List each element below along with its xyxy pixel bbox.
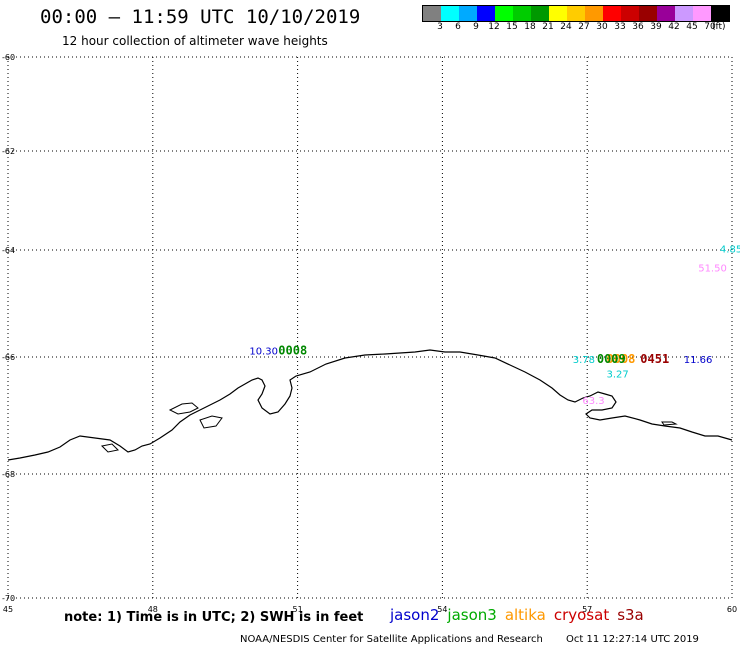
map-subtitle: 12 hour collection of altimeter wave hei… (62, 34, 328, 48)
wave-height-observation: 11.66 (684, 355, 713, 366)
color-swatch (621, 6, 639, 21)
color-scale-label: 39 (650, 22, 662, 32)
satellite-legend-cryosat: cryosat (553, 606, 610, 624)
color-swatch (459, 6, 477, 21)
longitude-tick-label: 60 (727, 605, 737, 614)
satellite-legend-s3a: s3a (617, 606, 644, 624)
latitude-tick-label: -62 (2, 147, 15, 156)
color-scale-bar (422, 5, 730, 22)
color-scale-label: 36 (632, 22, 644, 32)
color-swatch (513, 6, 531, 21)
longitude-tick-label: 45 (3, 605, 13, 614)
color-swatch (549, 6, 567, 21)
latitude-tick-label: -66 (2, 353, 15, 362)
color-swatch (495, 6, 513, 21)
wave-height-observation: 3.27 (607, 369, 629, 380)
color-swatch (585, 6, 603, 21)
color-swatch (657, 6, 675, 21)
color-scale-unit: (ft) (712, 22, 726, 32)
longitude-tick-label: 51 (293, 605, 303, 614)
satellite-legend-jason2: jason2 (390, 606, 440, 624)
satellite-legend: jason2 jason3 altika cryosat s3a (390, 606, 652, 624)
color-scale-label: 42 (668, 22, 680, 32)
satellite-legend-jason3: jason3 (447, 606, 497, 624)
longitude-tick-label: 48 (148, 605, 158, 614)
latitude-tick-label: -64 (2, 246, 15, 255)
wave-height-observation: 10.30 (249, 346, 278, 357)
axis-ticks: 45 48 51 54 57 60 -60 -62 -64 -66 -68 -70 (2, 53, 737, 614)
island-outline (100, 443, 120, 453)
color-scale-label: 70 (704, 22, 716, 32)
latitude-tick-label: -60 (2, 53, 15, 62)
color-swatch (711, 6, 729, 21)
wave-height-observation: 0009 (597, 352, 626, 366)
color-swatch (603, 6, 621, 21)
color-scale-label: 33 (614, 22, 626, 32)
wave-height-observation: 51.50 (698, 263, 727, 274)
generated-timestamp: Oct 11 12:27:14 UTC 2019 (566, 634, 699, 645)
island-outline (661, 421, 678, 426)
wave-height-observation: 0451 (640, 352, 669, 366)
map-title: 00:00 – 11:59 UTC 10/10/2019 (40, 6, 361, 28)
island-outline (168, 402, 199, 415)
color-swatch (423, 6, 441, 21)
color-scale-label: 12 (488, 22, 500, 32)
color-scale-label: 27 (578, 22, 590, 32)
wave-height-observation: 4.85 (720, 245, 740, 256)
color-scale-label: 6 (455, 22, 461, 32)
latitude-tick-label: -68 (2, 470, 15, 479)
color-swatch (693, 6, 711, 21)
color-swatch (675, 6, 693, 21)
color-swatch (441, 6, 459, 21)
longitude-tick-label: 57 (582, 605, 592, 614)
color-scale-label: 30 (596, 22, 608, 32)
island-outline (199, 415, 223, 429)
color-scale-label: 18 (524, 22, 536, 32)
latitude-tick-label: -70 (2, 594, 15, 603)
credit-text: NOAA/NESDIS Center for Satellite Applica… (240, 634, 543, 645)
color-swatch (639, 6, 657, 21)
wave-height-observation: 0008 (607, 352, 636, 366)
color-scale-label: 24 (560, 22, 572, 32)
color-scale-label: 21 (542, 22, 554, 32)
longitude-tick-label: 54 (437, 605, 447, 614)
wave-height-observation: 0008 (278, 343, 307, 357)
satellite-legend-altika: altika (504, 606, 546, 624)
color-scale-label: 45 (686, 22, 698, 32)
wave-height-observation: 3.78 (573, 355, 595, 366)
antarctic-coastline (7, 349, 733, 461)
wave-height-observation: 63.3 (582, 396, 604, 407)
graticule (7, 56, 733, 599)
color-scale-labels: 3 6 9 12 15 18 21 24 27 30 33 36 39 42 45 70 (422, 22, 740, 34)
color-scale-label: 15 (506, 22, 518, 32)
color-scale-label: 3 (437, 22, 443, 32)
footer-note: note: 1) Time is in UTC; 2) SWH is in fe… (64, 610, 364, 625)
color-swatch (531, 6, 549, 21)
color-swatch (477, 6, 495, 21)
color-scale-label: 9 (473, 22, 479, 32)
color-swatch (567, 6, 585, 21)
